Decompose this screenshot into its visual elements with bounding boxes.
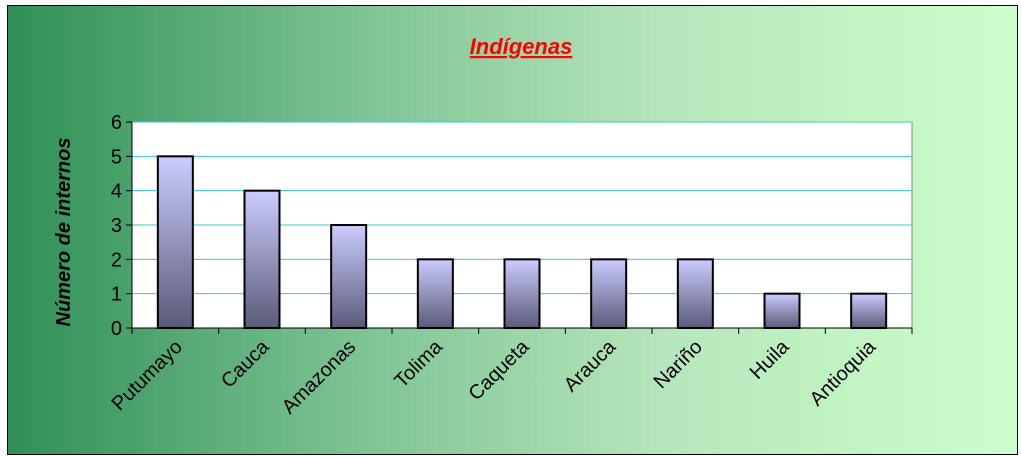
y-tick-label: 4 <box>111 181 122 203</box>
x-tick-label: Nariño <box>650 336 707 393</box>
bar <box>676 258 714 329</box>
bar <box>590 258 628 329</box>
x-tick-label: Arauca <box>560 335 621 396</box>
x-tick-label: Tolima <box>390 335 447 392</box>
bar <box>330 224 368 329</box>
bar <box>243 189 281 329</box>
y-tick-label: 2 <box>111 249 122 271</box>
bar-chart: Indígenas Número de internos 0 1 2 3 4 5 6 Put… <box>53 34 913 418</box>
x-tick-label: Antioquia <box>806 335 881 410</box>
x-tick-label: Cauca <box>217 335 274 392</box>
y-tick-label: 0 <box>111 318 122 340</box>
bar <box>416 258 454 329</box>
chart-area: Indígenas Número de internos 0 1 2 3 4 5 6 Put… <box>7 5 1018 455</box>
y-tick-label: 6 <box>111 112 122 134</box>
y-axis-label: Número de internos <box>53 138 75 327</box>
x-tick-label: Putumayo <box>108 336 187 415</box>
chart-title: Indígenas <box>470 34 573 59</box>
y-tick-label: 1 <box>111 284 122 306</box>
axes <box>126 121 913 334</box>
x-tick-label: Caqueta <box>465 335 535 405</box>
x-tick-labels: Putumayo Cauca Amazonas Tolima Caqueta Arauca… <box>108 335 881 418</box>
y-tick-label: 3 <box>111 215 122 237</box>
bars <box>156 155 888 329</box>
bar <box>503 258 541 329</box>
x-tick-label: Huila <box>746 335 794 383</box>
bar <box>156 155 194 329</box>
y-tick-label: 5 <box>111 146 122 168</box>
bar <box>850 292 888 329</box>
bar <box>763 292 801 329</box>
y-tick-labels: 0 1 2 3 4 5 6 <box>111 112 122 340</box>
x-tick-label: Amazonas <box>278 336 360 418</box>
